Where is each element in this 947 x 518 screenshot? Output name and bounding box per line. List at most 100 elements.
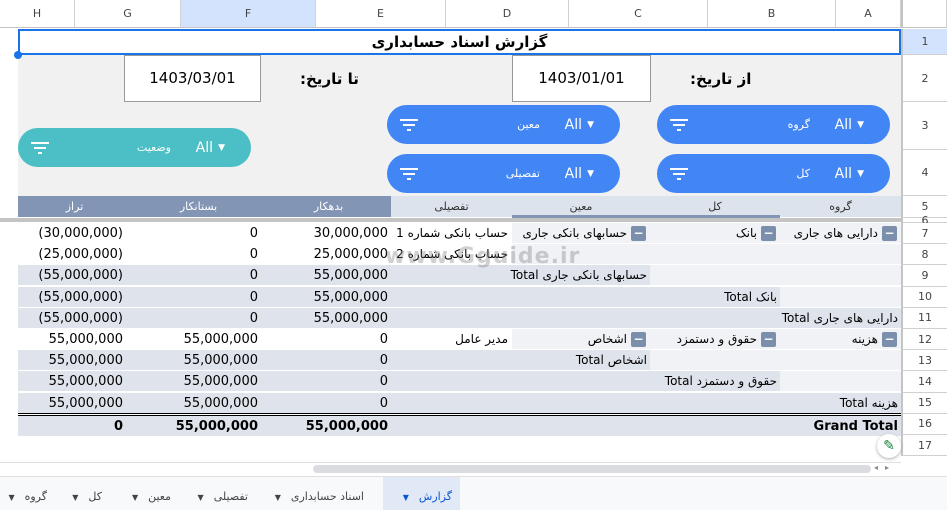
tafsili-label: حساب بانکی شماره 2 — [396, 247, 508, 262]
balance-value: (30,000,000) — [18, 223, 131, 244]
edit-pencil-button[interactable]: ✎ — [877, 434, 901, 458]
filter-icon — [669, 166, 689, 182]
sheet-tab-5[interactable]: گروه ▼ — [0, 477, 55, 510]
dropdown-arrow-icon[interactable]: ▼ — [402, 493, 409, 502]
row-header-3[interactable]: 3 — [901, 102, 947, 150]
row-header-9[interactable]: 9 — [901, 265, 947, 287]
column-header-H[interactable]: H — [0, 0, 75, 28]
tree-cell-group — [780, 244, 901, 266]
horizontal-scrollbar-thumb[interactable] — [313, 465, 871, 473]
sheet-tab-1[interactable]: اسناد حسابداری ▼ — [262, 477, 372, 510]
collapse-minus-icon[interactable]: − — [631, 332, 646, 347]
select-all-corner[interactable] — [901, 0, 947, 28]
filter-value[interactable]: All — [195, 139, 213, 156]
debit-value: 55,000,000 — [266, 265, 391, 287]
filter-icon — [669, 117, 689, 133]
row-header-12[interactable]: 12 — [901, 329, 947, 351]
row-header-17[interactable]: 17 — [901, 435, 947, 457]
balance-value: (55,000,000) — [18, 307, 131, 329]
sheet-tab-3[interactable]: معین ▼ — [117, 477, 179, 510]
column-header-D[interactable]: D — [446, 0, 569, 28]
row-header-16[interactable]: 16 — [901, 413, 947, 435]
credit-value: 55,000,000 — [131, 415, 266, 437]
column-header-B[interactable]: B — [708, 0, 836, 28]
dropdown-arrow-icon[interactable]: ▼ — [131, 493, 139, 502]
filter-icon — [399, 117, 419, 133]
to-date-field[interactable]: 1403/03/01 — [124, 55, 261, 102]
dropdown-arrow-icon[interactable]: ▼ — [8, 493, 15, 502]
dropdown-arrow-icon[interactable]: ▼ — [197, 493, 204, 502]
column-header-E[interactable]: E — [316, 0, 446, 28]
column-header-C[interactable]: C — [569, 0, 708, 28]
column-header-tafsili[interactable]: تفصیلی — [391, 196, 512, 218]
tree-cell-tafsili: حساب بانکی شماره 2 — [391, 244, 512, 266]
collapse-minus-icon[interactable]: − — [631, 226, 646, 241]
row-header-13[interactable]: 13 — [901, 350, 947, 372]
column-header-moin[interactable]: معین — [512, 196, 650, 218]
row-header-6[interactable]: 6 — [901, 214, 947, 227]
collapse-minus-icon[interactable]: − — [761, 226, 776, 241]
dropdown-arrow-icon[interactable]: ▼ — [72, 493, 79, 502]
filter-chip-3[interactable]: تفصیلی All ▼ — [387, 154, 620, 193]
column-header-debit[interactable]: بدهکار — [266, 196, 391, 218]
collapse-minus-icon[interactable]: − — [882, 332, 897, 347]
row-header-15[interactable]: 15 — [901, 392, 947, 414]
filter-value[interactable]: All — [564, 165, 582, 182]
filter-value[interactable]: All — [564, 116, 582, 133]
row-header-1[interactable]: 1 — [901, 29, 947, 55]
filter-chip-0[interactable]: گروه All ▼ — [657, 105, 890, 144]
scroll-right-arrow[interactable]: ▸ — [885, 463, 890, 472]
balance-value: (55,000,000) — [18, 286, 131, 308]
row-header-10[interactable]: 10 — [901, 286, 947, 308]
sheet-tab-label: اسناد حسابداری — [290, 490, 364, 503]
column-header-kol[interactable]: کل — [650, 196, 780, 218]
collapse-minus-icon[interactable]: − — [882, 226, 897, 241]
header-separator — [0, 218, 901, 222]
title-cell[interactable]: گزارش اسناد حسابداری — [18, 29, 901, 55]
balance-value: (25,000,000) — [18, 244, 131, 266]
balance-value: 55,000,000 — [18, 371, 131, 393]
total-label: حقوق و دستمزد Total — [391, 371, 780, 393]
sheet-tab-0[interactable]: گزارش ▼ — [383, 477, 460, 510]
column-header-balance[interactable]: تراز — [18, 196, 131, 218]
filter-chip-2[interactable]: معین All ▼ — [387, 105, 620, 144]
dropdown-arrow-icon: ▼ — [587, 168, 594, 179]
column-header-A[interactable]: A — [836, 0, 901, 28]
column-header-group[interactable]: گروه — [780, 196, 901, 218]
sheet-tab-2[interactable]: تفصیلی ▼ — [186, 477, 256, 510]
tree-cell-moin: −اشخاص — [512, 329, 650, 350]
sheet-tab-label: معین — [148, 490, 171, 503]
column-header-G[interactable]: G — [75, 0, 181, 28]
moin-label: حسابهای بانکی جاری — [522, 226, 627, 240]
tree-cell-kol: −حقوق و دستمزد — [650, 329, 780, 350]
filter-value[interactable]: All — [834, 116, 852, 133]
from-date-field[interactable]: 1403/01/01 — [512, 55, 651, 102]
row-header-2[interactable]: 2 — [901, 55, 947, 102]
column-header-F[interactable]: F — [181, 0, 316, 28]
row-header-4[interactable]: 4 — [901, 150, 947, 196]
row-header-11[interactable]: 11 — [901, 307, 947, 329]
scroll-left-arrow[interactable]: ◂ — [874, 463, 879, 472]
tree-cell-group: −دارایی های جاری — [780, 223, 901, 244]
tafsili-label: حساب بانکی شماره 1 — [396, 226, 508, 240]
debit-value: 25,000,000 — [266, 244, 391, 266]
column-header-credit[interactable]: بستانکار — [131, 196, 266, 218]
row-header-5[interactable]: 5 — [901, 196, 947, 218]
debit-value: 55,000,000 — [266, 415, 391, 437]
selection-handle[interactable] — [14, 51, 22, 59]
dropdown-arrow-icon[interactable]: ▼ — [274, 493, 281, 502]
filter-chip-4[interactable]: وضعیت All ▼ — [18, 128, 251, 167]
balance-value: 55,000,000 — [18, 329, 131, 350]
row-header-8[interactable]: 8 — [901, 244, 947, 266]
sheet-tab-4[interactable]: کل ▼ — [58, 477, 110, 510]
total-label: بانک Total — [391, 286, 780, 308]
filter-value[interactable]: All — [834, 165, 852, 182]
collapse-minus-icon[interactable]: − — [761, 332, 776, 347]
credit-value: 55,000,000 — [131, 392, 266, 414]
filter-chip-1[interactable]: کل All ▼ — [657, 154, 890, 193]
total-label: هزینه Total — [391, 392, 901, 414]
sheet-tab-label: کل — [88, 490, 102, 503]
row-header-7[interactable]: 7 — [901, 223, 947, 245]
row-header-14[interactable]: 14 — [901, 371, 947, 393]
debit-value: 0 — [266, 371, 391, 393]
